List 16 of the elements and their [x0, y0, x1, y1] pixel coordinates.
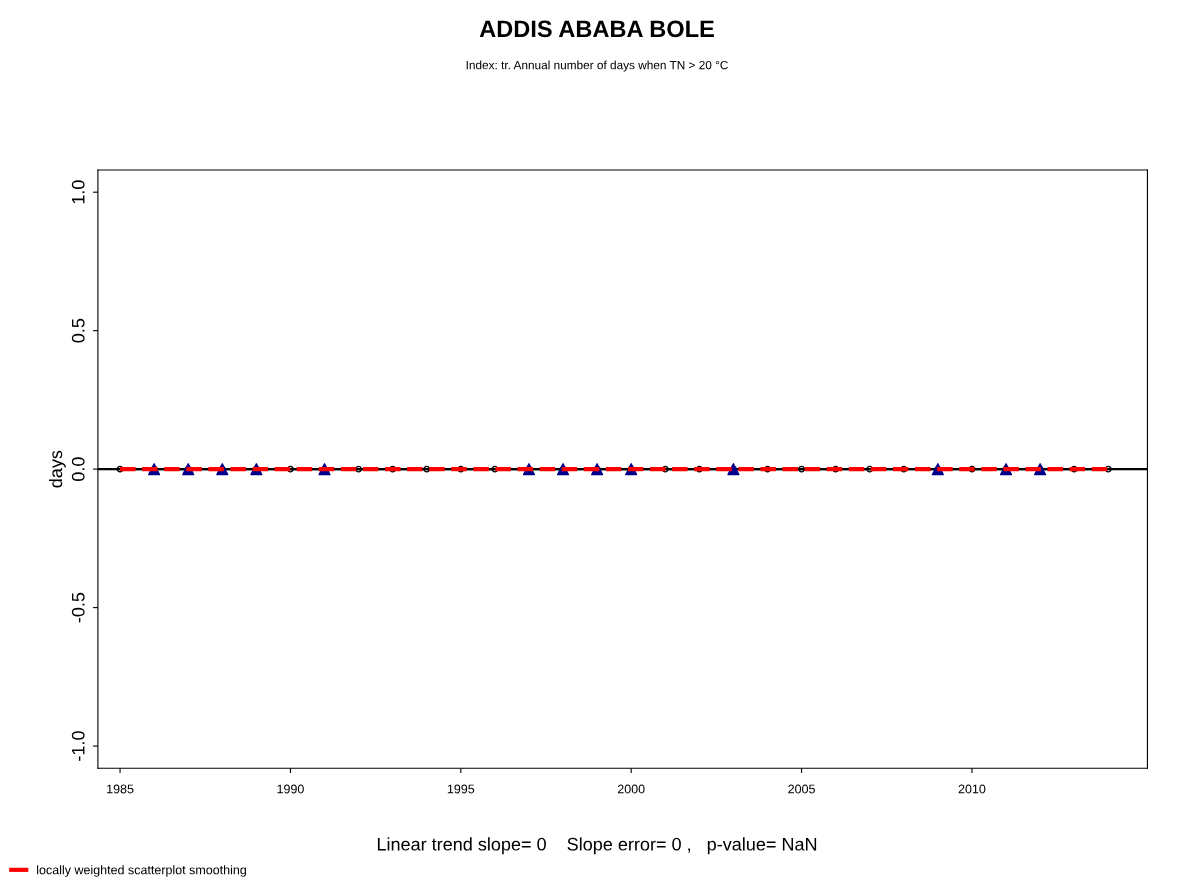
chart-subtitle: Index: tr. Annual number of days when TN > 20 °C: [466, 60, 728, 72]
x-tick-label: 1995: [447, 784, 475, 794]
y-tick-label: -1.0: [71, 731, 85, 761]
x-tick-label: 2000: [617, 784, 645, 794]
x-tick-label: 1985: [107, 784, 134, 794]
x-tick-label: 2010: [958, 784, 986, 794]
y-tick-label: 1.0: [71, 180, 85, 204]
y-tick-label: 0.0: [71, 457, 85, 481]
y-axis-title: days: [48, 450, 66, 488]
y-tick-label: -0.5: [71, 592, 85, 623]
chart-title: ADDIS ABABA BOLE: [479, 20, 714, 38]
y-tick-label: 0.5: [71, 318, 85, 343]
x-tick-label: 1990: [277, 784, 304, 794]
text: Linear trend slope= 0 Slope error= 0 , p-value= NaN: [377, 837, 817, 855]
legend-label: locally weighted scatterplot smoothing: [37, 865, 246, 877]
x-tick-label: 2005: [788, 784, 815, 794]
